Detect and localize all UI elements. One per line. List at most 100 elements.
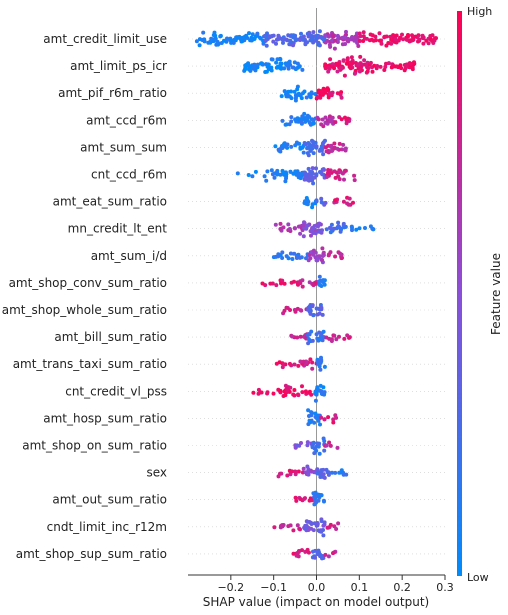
feature-row-points bbox=[293, 436, 340, 456]
shap-point bbox=[345, 56, 350, 61]
shap-point bbox=[323, 138, 327, 143]
shap-point bbox=[332, 146, 337, 151]
shap-point bbox=[273, 144, 278, 149]
shap-point bbox=[310, 166, 315, 171]
shap-point bbox=[332, 141, 337, 146]
shap-point bbox=[292, 89, 297, 94]
shap-point bbox=[370, 69, 375, 74]
shap-point bbox=[315, 94, 320, 99]
shap-point bbox=[346, 116, 350, 121]
shap-point bbox=[311, 283, 316, 288]
shap-point bbox=[288, 169, 293, 174]
shap-point bbox=[365, 69, 370, 74]
shap-point bbox=[278, 227, 283, 231]
shap-point bbox=[315, 258, 320, 263]
shap-point bbox=[229, 38, 234, 43]
shap-point bbox=[317, 282, 322, 287]
colorbar bbox=[457, 11, 462, 576]
shap-point bbox=[331, 551, 335, 556]
feature-row-points bbox=[235, 166, 357, 186]
shap-point bbox=[324, 335, 329, 340]
shap-point bbox=[326, 95, 331, 100]
shap-point bbox=[265, 64, 270, 69]
shap-point bbox=[197, 37, 202, 42]
shap-point bbox=[393, 37, 398, 42]
shap-point bbox=[430, 38, 435, 43]
shap-point bbox=[289, 144, 294, 149]
shap-point bbox=[321, 498, 326, 503]
shap-point bbox=[321, 472, 326, 477]
shap-point bbox=[305, 443, 310, 448]
shap-point bbox=[273, 222, 278, 227]
shap-point bbox=[311, 118, 316, 123]
shap-point bbox=[322, 364, 327, 369]
shap-point bbox=[377, 31, 382, 36]
shap-point bbox=[298, 231, 303, 236]
shap-point bbox=[308, 143, 313, 148]
feature-row-points bbox=[271, 246, 344, 265]
shap-point bbox=[274, 283, 279, 288]
shap-point bbox=[345, 201, 350, 206]
shap-point bbox=[320, 312, 325, 317]
shap-point bbox=[255, 31, 260, 36]
shap-point bbox=[298, 281, 303, 286]
shap-point bbox=[344, 121, 349, 126]
shap-point bbox=[398, 63, 403, 68]
shap-point bbox=[272, 525, 277, 530]
feature-row-points bbox=[272, 517, 341, 538]
shap-point bbox=[309, 329, 314, 334]
shap-point bbox=[310, 138, 314, 143]
shap-point bbox=[309, 410, 314, 415]
shap-point bbox=[349, 55, 354, 60]
shap-point bbox=[351, 200, 355, 205]
shap-point bbox=[265, 391, 270, 396]
shap-point bbox=[319, 519, 324, 524]
shap-point bbox=[319, 415, 324, 420]
shap-point bbox=[264, 43, 269, 48]
shap-point bbox=[340, 35, 345, 40]
feature-row-points bbox=[291, 547, 338, 561]
shap-point bbox=[314, 172, 319, 177]
shap-point bbox=[325, 38, 330, 43]
shap-point bbox=[292, 226, 297, 231]
shap-point bbox=[346, 36, 350, 41]
shap-point bbox=[297, 64, 302, 69]
shap-point bbox=[253, 169, 258, 174]
shap-point bbox=[357, 39, 362, 43]
feature-row-points bbox=[251, 383, 327, 403]
shap-point bbox=[284, 386, 289, 391]
shap-point bbox=[324, 443, 329, 448]
shap-point bbox=[308, 305, 313, 310]
shap-point bbox=[274, 60, 279, 65]
shap-point bbox=[283, 393, 288, 398]
shap-point bbox=[268, 281, 273, 286]
feature-label: amt_limit_ps_icr bbox=[70, 59, 167, 73]
shap-point bbox=[242, 34, 247, 39]
feature-row-points bbox=[280, 111, 352, 129]
shap-point bbox=[299, 120, 304, 125]
shap-point bbox=[313, 499, 318, 504]
shap-point bbox=[382, 34, 387, 39]
shap-point bbox=[328, 57, 333, 62]
shap-point bbox=[291, 43, 296, 48]
shap-point bbox=[333, 198, 338, 203]
feature-row-points bbox=[273, 138, 348, 158]
shap-point bbox=[292, 251, 297, 256]
shap-point bbox=[301, 359, 306, 364]
shap-point bbox=[313, 491, 318, 496]
shap-point bbox=[318, 474, 323, 479]
x-tick-label: 0.3 bbox=[436, 581, 454, 594]
shap-point bbox=[342, 177, 346, 182]
shap-point bbox=[300, 278, 305, 283]
shap-point bbox=[283, 172, 288, 177]
shap-point bbox=[260, 281, 265, 286]
shap-point bbox=[326, 415, 331, 420]
shap-point bbox=[213, 33, 218, 38]
shap-point bbox=[354, 227, 359, 232]
shap-point bbox=[386, 61, 391, 66]
shap-point bbox=[313, 38, 318, 43]
shap-point bbox=[299, 441, 303, 445]
shap-point bbox=[306, 166, 311, 171]
shap-point bbox=[311, 181, 316, 186]
shap-point bbox=[357, 69, 362, 74]
